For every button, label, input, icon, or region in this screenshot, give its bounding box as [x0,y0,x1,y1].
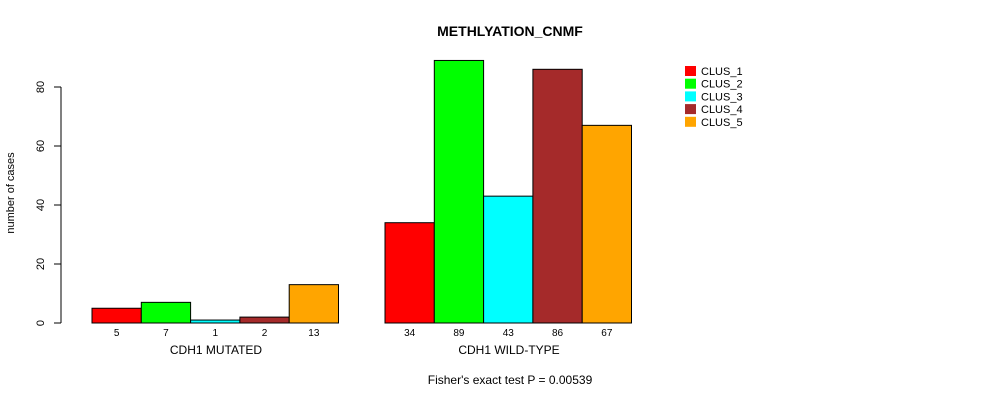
legend-swatch [685,116,696,127]
group-label: CDH1 MUTATED [170,343,263,357]
legend-swatch [685,78,696,89]
legend-label: CLUS_3 [701,91,743,103]
bar-value-label: 43 [503,328,515,339]
bar-value-label: 1 [212,328,218,339]
legend-swatch [685,66,696,76]
bar-clus-1-group-2 [384,222,435,324]
bar-value-label: 89 [453,328,465,339]
legend-swatch [685,104,696,115]
legend-label: CLUS_1 [701,66,743,78]
y-tick-label: 20 [35,258,47,270]
bar-clus-4-group-2 [532,68,583,324]
y-tick-label: 60 [35,140,47,152]
bar-value-labels: 5 7 1 2 13 34 89 43 86 67 [114,328,613,339]
bar-value-label: 5 [114,328,120,339]
y-tick-label: 40 [35,199,47,211]
bar-clus-3-group-2 [483,195,534,324]
group-label: CDH1 WILD-TYPE [458,343,559,357]
legend-label: CLUS_5 [701,117,743,129]
group-labels: CDH1 MUTATED CDH1 WILD-TYPE [170,343,560,357]
bar-value-label: 67 [601,328,613,339]
chart-title: METHLYATION_CNMF [437,23,583,39]
y-axis: 0 20 40 60 80 [35,81,62,326]
bar-clus-5-group-1 [288,284,340,324]
bar-value-label: 2 [262,328,268,339]
legend-swatch [685,91,696,102]
bar-clus-2-group-1 [140,301,192,324]
legend-label: CLUS_2 [701,79,743,91]
bar-value-label: 34 [404,328,416,339]
fisher-test-footnote: Fisher's exact test P = 0.00539 [428,373,593,387]
bar-clus-5-group-2 [581,124,633,324]
bar-value-label: 86 [552,328,564,339]
legend-label: CLUS_4 [701,104,743,116]
bar-value-label: 7 [163,328,169,339]
bars [91,59,633,324]
y-axis-label: number of cases [5,152,17,234]
y-tick-label: 0 [35,320,47,326]
bar-value-label: 13 [308,328,320,339]
bar-clus-1-group-1 [91,307,142,324]
bar-clus-4-group-1 [239,316,290,324]
bar-clus-3-group-1 [190,319,241,324]
y-tick-label: 80 [35,81,47,93]
bar-clus-2-group-2 [433,59,485,324]
